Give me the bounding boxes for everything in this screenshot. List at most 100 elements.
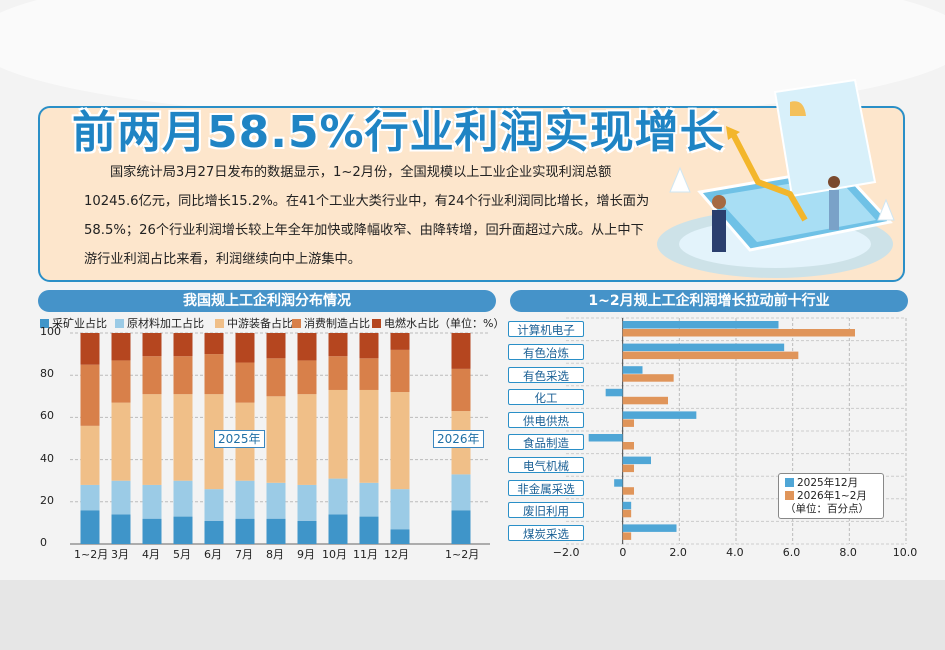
category-label: 供电供热 <box>508 411 584 428</box>
bar-dec2025 <box>622 456 651 465</box>
x-tick-label: 4.0 <box>726 546 744 559</box>
bar-dec2025 <box>622 321 779 329</box>
bar-segment-consumer <box>266 358 286 397</box>
legend-item-janfeb2026: 2026年1~2月 <box>785 490 877 503</box>
category-label: 非金属采选 <box>508 479 584 496</box>
bar-segment-mining <box>111 514 131 544</box>
bar-segment-utility <box>80 333 100 365</box>
group-label-2026: 2026年 <box>433 430 484 448</box>
y-tick-label: 60 <box>40 409 54 423</box>
bar-segment-consumer <box>111 360 131 403</box>
category-label: 有色采选 <box>508 366 584 383</box>
legend-item-raw: 原材料加工占比 <box>115 315 204 331</box>
x-tick-label: 0 <box>619 546 627 559</box>
x-tick-label: 10.0 <box>892 546 918 559</box>
x-tick-label: 11月 <box>353 548 378 561</box>
bar-dec2025 <box>614 479 623 487</box>
bar-segment-consumer <box>80 364 100 426</box>
bar-janfeb2026 <box>622 487 634 495</box>
bar-segment-mining <box>266 518 286 544</box>
bar-segment-mining <box>173 516 193 544</box>
bar-segment-equipment <box>142 394 162 485</box>
x-tick-label: 10月 <box>322 548 347 561</box>
bar-segment-mining <box>328 514 348 544</box>
bar-segment-equipment <box>111 402 131 481</box>
legend-item-utility: 电燃水占比（单位：%） <box>372 315 504 331</box>
y-tick-label: 0 <box>40 536 47 549</box>
bar-segment-equipment <box>80 425 100 485</box>
bar-segment-raw <box>142 484 162 519</box>
bar-segment-raw <box>173 480 193 517</box>
bar-janfeb2026 <box>622 442 634 450</box>
bar-dec2025 <box>605 388 623 397</box>
bar-segment-utility <box>359 333 379 359</box>
bar-janfeb2026 <box>622 396 668 405</box>
x-tick-label: 4月 <box>142 548 160 561</box>
category-label: 化工 <box>508 389 584 406</box>
bar-segment-equipment <box>328 389 348 479</box>
bar-dec2025 <box>622 411 697 419</box>
left-chart-legend: 采矿业占比 原材料加工占比 中游装备占比 消费制造占比 电燃水占比（单位：%） <box>40 315 504 331</box>
illustration-icon <box>657 78 895 278</box>
bar-janfeb2026 <box>622 351 799 360</box>
y-tick-label: 80 <box>40 367 54 381</box>
bar-dec2025 <box>622 366 643 374</box>
bar-segment-consumer <box>451 368 471 412</box>
bar-janfeb2026 <box>622 509 632 518</box>
bar-segment-raw <box>297 484 317 521</box>
legend-label: 消费制造占比 <box>304 317 370 330</box>
x-tick-label: −2.0 <box>552 546 580 559</box>
x-tick-label: 1~2月 <box>445 548 480 561</box>
bar-segment-equipment <box>266 396 286 483</box>
legend-label: 原材料加工占比 <box>127 317 204 330</box>
bar-segment-raw <box>266 482 286 519</box>
legend-swatch <box>785 491 794 500</box>
bar-segment-mining <box>235 518 255 544</box>
legend-swatch <box>785 478 794 487</box>
legend-label: 2025年12月 <box>797 477 859 489</box>
left-chart-title: 我国规上工企利润分布情况 <box>38 290 496 312</box>
legend-swatch <box>40 319 49 328</box>
category-label: 食品制造 <box>508 434 584 451</box>
intro-text: 国家统计局3月27日发布的数据显示，1~2月份，全国规模以上工业企业实现利润总额… <box>84 165 650 267</box>
bar-janfeb2026 <box>622 329 855 337</box>
bar-segment-mining <box>390 529 410 544</box>
bar-segment-utility <box>266 333 286 359</box>
legend-label: 电燃水占比 <box>384 317 439 330</box>
bar-segment-consumer <box>297 360 317 395</box>
bar-segment-consumer <box>235 362 255 403</box>
category-label: 废旧利用 <box>508 502 584 519</box>
category-label: 计算机电子 <box>508 321 584 338</box>
bar-segment-consumer <box>204 354 224 395</box>
legend-swatch <box>372 319 381 328</box>
unit-note: （单位：百分点） <box>785 503 869 515</box>
y-tick-label: 20 <box>40 493 54 507</box>
bar-segment-raw <box>359 482 379 517</box>
unit-note: （单位：%） <box>439 317 505 330</box>
x-tick-label: 3月 <box>111 548 129 561</box>
bar-janfeb2026 <box>622 464 634 473</box>
bar-segment-raw <box>451 474 471 511</box>
bar-segment-utility <box>328 333 348 357</box>
legend-item-mining: 采矿业占比 <box>40 315 107 331</box>
right-chart-title: 1~2月规上工企利润增长拉动前十行业 <box>510 290 908 312</box>
legend-swatch <box>292 319 301 328</box>
bar-segment-raw <box>204 489 224 521</box>
bar-segment-raw <box>80 484 100 511</box>
bar-segment-equipment <box>173 394 193 481</box>
x-tick-label: 8.0 <box>839 546 857 559</box>
bar-segment-equipment <box>297 394 317 485</box>
bar-segment-consumer <box>390 349 410 393</box>
legend-item-consumer: 消费制造占比 <box>292 315 370 331</box>
bar-segment-mining <box>80 510 100 544</box>
bar-dec2025 <box>622 501 632 510</box>
bar-segment-utility <box>235 333 255 363</box>
bar-segment-raw <box>390 489 410 530</box>
y-tick-label: 100 <box>40 325 61 338</box>
x-tick-label: 9月 <box>297 548 315 561</box>
x-tick-label: 5月 <box>173 548 191 561</box>
bar-segment-utility <box>390 333 410 350</box>
bar-segment-utility <box>173 333 193 357</box>
